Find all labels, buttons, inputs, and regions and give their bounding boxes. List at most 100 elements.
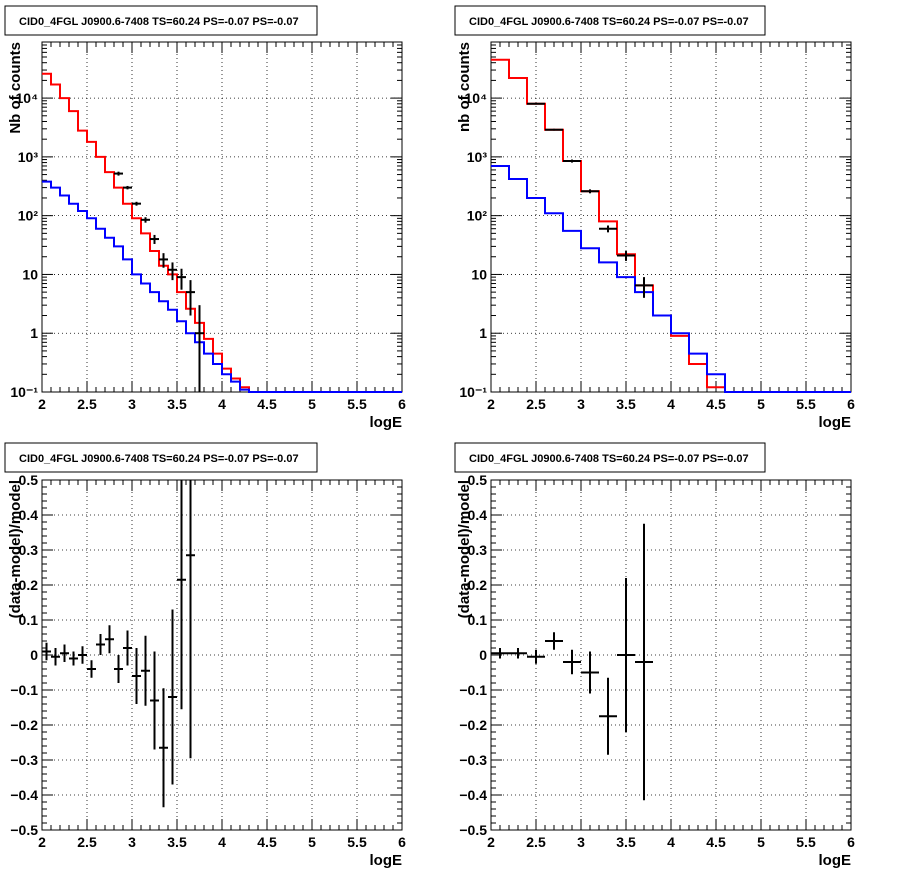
y-tick-label: 0.2 — [468, 577, 488, 593]
x-tick-label: 4.5 — [257, 396, 277, 412]
title-box — [4, 5, 318, 36]
x-axis-label: logE — [819, 414, 852, 431]
data-point — [581, 189, 599, 194]
x-tick-label: 4 — [667, 834, 675, 850]
data-point — [78, 646, 87, 664]
data-point — [527, 649, 545, 664]
data-point — [132, 201, 141, 206]
x-tick-label: 3.5 — [616, 396, 636, 412]
data-point — [545, 128, 563, 131]
data-point — [563, 159, 581, 163]
data-point — [114, 655, 123, 683]
y-tick-label: 0 — [30, 647, 38, 663]
chart-title: CID0_4FGL J0900.6-7408 TS=60.24 PS=-0.07… — [19, 16, 299, 28]
x-tick-label: 5 — [757, 396, 765, 412]
x-tick-label: 4 — [218, 396, 226, 412]
y-tick-label: 10⁻¹ — [10, 384, 38, 400]
data-point — [599, 677, 617, 755]
data-point — [491, 648, 509, 659]
x-tick-label: 5 — [757, 834, 765, 850]
data-point — [123, 185, 132, 190]
x-tick-label: 4.5 — [257, 834, 277, 850]
y-tick-label: 0.2 — [19, 577, 39, 593]
y-tick-label: 10⁴ — [465, 90, 488, 106]
data-point — [150, 651, 159, 750]
data-point — [141, 635, 150, 706]
x-tick-label: 6 — [847, 834, 855, 850]
chart-panel-2: CID0_4FGL J0900.6-7408 TS=60.24 PS=-0.07… — [454, 5, 855, 431]
x-tick-label: 3.5 — [167, 834, 187, 850]
y-tick-label: 0.1 — [19, 612, 39, 628]
y-tick-label: 0 — [479, 647, 487, 663]
x-tick-label: 2.5 — [77, 396, 97, 412]
y-tick-label: 10 — [471, 266, 487, 282]
x-tick-label: 2.5 — [526, 834, 546, 850]
x-tick-label: 5.5 — [347, 396, 367, 412]
data-point — [635, 277, 653, 298]
title-box — [454, 5, 766, 36]
y-tick-label: 10³ — [467, 149, 488, 165]
chart-panel-1: CID0_4FGL J0900.6-7408 TS=60.24 PS=-0.07… — [4, 5, 406, 431]
data-point — [617, 251, 635, 261]
data-point — [168, 609, 177, 785]
y-tick-label: 0.3 — [19, 542, 39, 558]
y-tick-label: 0.4 — [468, 507, 488, 523]
x-tick-label: 6 — [398, 396, 406, 412]
x-tick-label: 2 — [38, 396, 46, 412]
data-point — [168, 262, 177, 281]
chart-panel-3: CID0_4FGL J0900.6-7408 TS=60.24 PS=-0.07… — [4, 442, 406, 869]
y-axis-label: (data-model)/model — [456, 480, 473, 618]
data-point — [51, 648, 60, 666]
x-tick-label: 4 — [667, 396, 675, 412]
x-tick-label: 5.5 — [347, 834, 367, 850]
x-axis-label: logE — [819, 852, 852, 869]
y-axis-label: Nb of counts — [7, 42, 24, 134]
x-tick-label: 3.5 — [167, 396, 187, 412]
x-tick-label: 3.5 — [616, 834, 636, 850]
data-point — [96, 634, 105, 655]
y-tick-label: −0.3 — [10, 752, 38, 768]
data-point — [159, 253, 168, 268]
y-axis-label: nb of counts — [456, 42, 473, 132]
x-tick-label: 4 — [218, 834, 226, 850]
x-tick-label: 3 — [128, 396, 136, 412]
data-point — [69, 651, 78, 666]
y-tick-label: 0.1 — [468, 612, 488, 628]
y-tick-label: 10 — [22, 266, 38, 282]
chart-title: CID0_4FGL J0900.6-7408 TS=60.24 PS=-0.07… — [469, 16, 749, 28]
y-tick-label: 1 — [479, 325, 487, 341]
y-tick-label: 10⁻¹ — [459, 384, 487, 400]
x-tick-label: 2.5 — [526, 396, 546, 412]
y-tick-label: 10⁴ — [16, 90, 39, 106]
data-point — [545, 632, 563, 650]
x-tick-label: 2.5 — [77, 834, 97, 850]
x-tick-label: 6 — [847, 396, 855, 412]
y-tick-label: 10³ — [18, 149, 39, 165]
series-step-line — [42, 180, 402, 393]
y-tick-label: −0.5 — [459, 822, 487, 838]
data-point — [60, 644, 69, 662]
x-tick-label: 3 — [577, 396, 585, 412]
data-point — [617, 578, 635, 732]
x-tick-label: 2 — [487, 834, 495, 850]
data-point — [635, 523, 653, 801]
data-point — [123, 630, 132, 666]
chart-title: CID0_4FGL J0900.6-7408 TS=60.24 PS=-0.07… — [19, 453, 299, 465]
data-point — [177, 268, 186, 290]
y-tick-label: 0.4 — [19, 507, 39, 523]
y-tick-label: −0.1 — [459, 682, 487, 698]
data-point — [159, 688, 168, 808]
data-point — [132, 648, 141, 704]
x-tick-label: 3 — [128, 834, 136, 850]
x-tick-label: 5.5 — [796, 396, 816, 412]
y-tick-label: −0.4 — [459, 787, 487, 803]
y-tick-label: 1 — [30, 325, 38, 341]
x-tick-label: 4.5 — [706, 834, 726, 850]
x-axis-label: logE — [370, 852, 403, 869]
data-point — [141, 217, 150, 223]
y-tick-label: −0.5 — [10, 822, 38, 838]
x-tick-label: 2 — [38, 834, 46, 850]
data-point — [87, 660, 96, 678]
y-tick-label: −0.2 — [10, 717, 38, 733]
